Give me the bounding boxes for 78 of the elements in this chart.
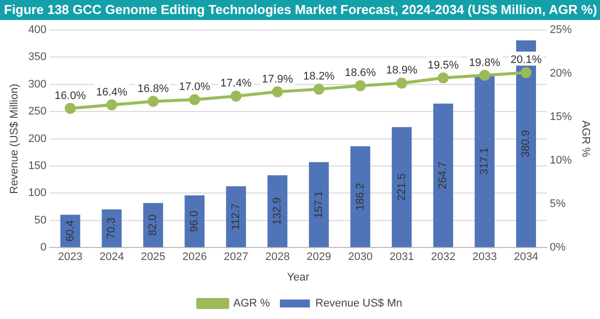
data-label: 132.9 [271,197,284,225]
data-label: 82.0 [147,214,160,236]
data-label: 317.1 [478,147,491,175]
bar [392,127,412,248]
bar [226,186,246,248]
x-tick-label: 2025 [140,251,166,264]
data-label: 18.2% [303,70,335,83]
bar [268,175,288,248]
point [313,84,324,95]
data-label: 264.7 [437,162,450,190]
point [396,78,408,89]
x-tick-label: 2023 [58,251,83,264]
point [230,90,242,102]
data-label: 19.5% [428,59,459,72]
point [189,94,200,106]
point [438,72,449,84]
y-tick-label: 350 [28,51,47,64]
y2-tick-label: 20% [550,68,572,80]
y-tick-label: 150 [28,160,47,172]
y-tick-label: 250 [28,106,47,118]
data-label: 18.6% [344,67,376,80]
data-label: 186.2 [354,182,366,210]
data-label: 20.1% [510,54,542,66]
y2-tick-label: 10% [550,154,572,167]
y-tick-label: 400 [28,24,47,36]
y-tick-label: 0 [40,242,47,254]
bar [308,162,329,248]
x-tick-label: 2026 [182,251,207,264]
data-label: 380.9 [520,130,532,158]
data-label: 19.8% [469,56,500,69]
x-tick-label: 2030 [348,251,373,264]
y-tick-label: 300 [28,78,47,90]
point [479,70,490,81]
bar [184,195,205,248]
x-tick-label: 2033 [472,251,497,264]
x-tick-label: 2028 [265,251,290,264]
bar [143,202,164,248]
y-axis-title: Revenue (US$ Million) [8,84,21,194]
data-label: 60.4 [64,220,76,242]
bar [433,104,454,248]
data-label: 16.0% [54,90,86,102]
data-label: 17.4% [220,78,252,90]
x-tick-label: 2032 [430,251,456,264]
data-label: 17.9% [262,73,294,86]
x-tick-label: 2027 [224,251,248,264]
data-label: 17.0% [178,81,210,94]
y2-axis-title: AGR % [579,120,592,158]
point [148,96,159,107]
legend-label: AGR % [233,298,270,310]
chart-title: Figure 138 GCC Genome Editing Technologies Market Forecast, 2024-2034 (US$ Million, AGR %) [0,0,600,20]
y2-tick-label: 5% [550,198,566,210]
bar [474,75,495,248]
x-tick-label: 2031 [390,251,414,264]
data-label: 70.3 [106,218,118,239]
x-tick-label: 2034 [514,251,538,264]
x-tick-label: 2029 [306,251,332,264]
x-axis-title: Year [287,271,310,284]
data-label: 221.5 [396,173,408,201]
data-label: 16.8% [138,82,169,95]
y-tick-label: 100 [28,187,47,200]
point [106,99,118,110]
point [272,86,283,98]
point [520,67,532,78]
y-tick-label: 200 [28,132,47,145]
x-tick-label: 2024 [99,251,124,264]
legend-label: Revenue US$ Mn [315,298,402,310]
y-tick-label: 50 [34,214,47,226]
data-label: 18.9% [386,64,418,77]
point [64,102,76,114]
y2-tick-label: 15% [550,111,572,124]
data-label: 112.7 [230,203,242,230]
data-label: 16.4% [96,86,128,98]
y2-tick-label: 25% [550,24,572,36]
bar [350,146,370,248]
data-label: 157.1 [312,190,325,218]
data-label: 96.0 [188,210,201,232]
y2-tick-label: 0% [550,242,566,254]
point [354,80,366,92]
